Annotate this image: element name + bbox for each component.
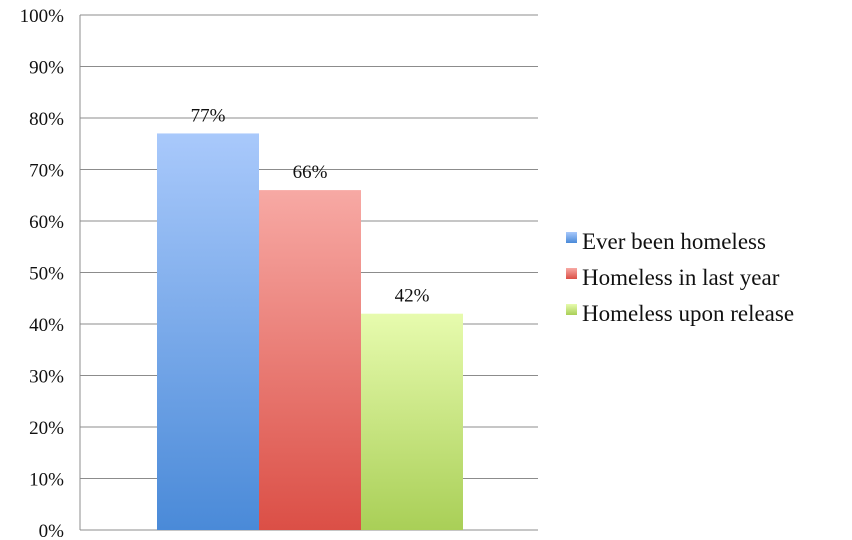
y-tick-label: 50%: [29, 264, 64, 285]
y-tick-label: 30%: [29, 367, 64, 388]
bars: 77% 66% 42%: [157, 105, 463, 530]
legend-swatch: [566, 232, 577, 243]
legend: Ever been homeless Homeless in last year H…: [566, 229, 794, 326]
legend-swatch: [566, 304, 577, 315]
data-label: 77%: [191, 105, 226, 126]
bar-ever-been-homeless: [157, 133, 259, 530]
data-label: 66%: [293, 162, 328, 183]
bar-homeless-in-last-year: [259, 190, 361, 530]
y-tick-label: 60%: [29, 212, 64, 233]
legend-swatch: [566, 268, 577, 279]
legend-label: Homeless upon release: [582, 301, 794, 326]
y-tick-label: 70%: [29, 161, 64, 182]
legend-label: Ever been homeless: [582, 229, 766, 254]
y-tick-label: 20%: [29, 418, 64, 439]
y-tick-label: 40%: [29, 315, 64, 336]
legend-label: Homeless in last year: [582, 265, 780, 290]
data-label: 42%: [395, 286, 430, 307]
y-tick-label: 10%: [29, 470, 64, 491]
y-tick-label: 90%: [29, 58, 64, 79]
y-axis: 0% 10% 20% 30% 40% 50% 60% 70% 80% 90% 100%: [20, 6, 81, 540]
bar-homeless-upon-release: [361, 313, 463, 530]
y-tick-label: 0%: [39, 521, 65, 540]
y-tick-label: 100%: [20, 6, 65, 27]
y-tick-label: 80%: [29, 109, 64, 130]
